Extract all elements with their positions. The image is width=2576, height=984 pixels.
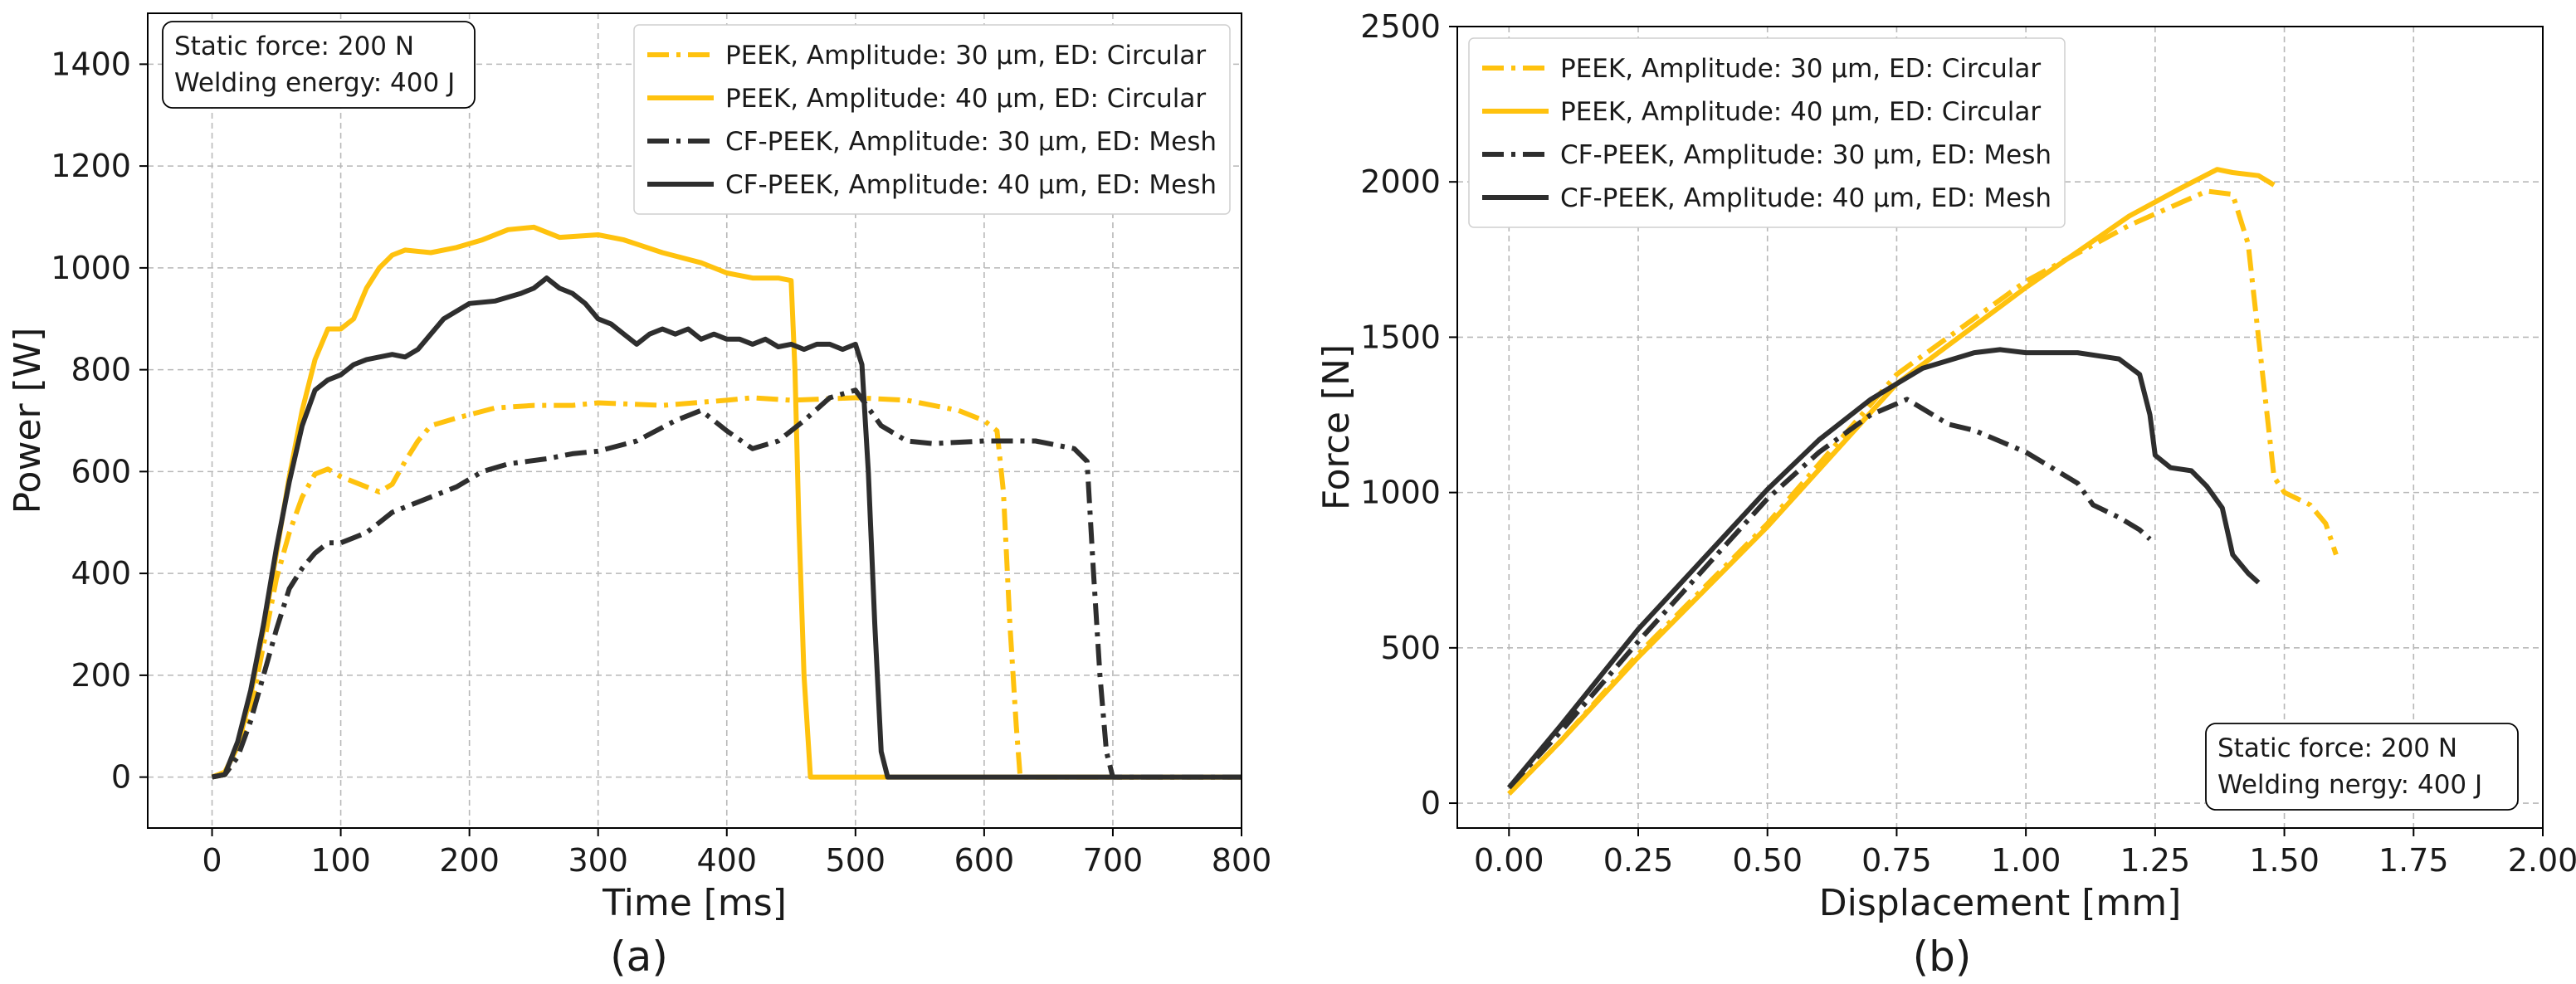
y-tick-label: 400	[71, 555, 131, 592]
chart-caption: (b)	[1913, 933, 1972, 981]
y-tick-label: 500	[1380, 630, 1441, 666]
x-tick-label: 1.00	[1991, 842, 2061, 879]
x-tick-label: 0.00	[1474, 842, 1544, 879]
y-axis-label: Power [W]	[7, 328, 49, 514]
x-tick-label: 1.50	[2249, 842, 2320, 879]
series-line-3	[1507, 397, 2152, 790]
chart-b-force-vs-displacement: 0.00 0.25 0.50 0.75 1.00 1.25 1.50 1.75 2.00 0 500…	[1315, 8, 2576, 981]
legend-box	[633, 24, 1231, 215]
annotation-box	[162, 21, 476, 109]
x-tick-label: 0.75	[1861, 842, 1932, 879]
x-tick-label: 100	[310, 842, 371, 879]
legend: PEEK, Amplitude: 30 μm, ED: Circular PEEK…	[1468, 37, 2066, 228]
y-tick-label: 200	[71, 657, 131, 694]
plot-frame	[1456, 26, 2544, 829]
x-tick-label: 1.25	[2120, 842, 2191, 879]
y-tick-label: 800	[71, 352, 131, 388]
series-line-3	[211, 387, 1242, 780]
plot-frame	[147, 12, 1242, 829]
annotation: Static force: 200 N Welding nergy: 400 J	[2205, 723, 2519, 811]
y-tick-label: 2500	[1360, 8, 1441, 45]
x-axis-label: Time [ms]	[602, 882, 787, 924]
annotation: Static force: 200 N Welding energy: 400 J	[162, 21, 476, 109]
legend-entry-4: CF-PEEK, Amplitude: 40 μm, ED: Mesh	[725, 170, 1217, 200]
y-tick-label: 0	[1421, 785, 1441, 821]
x-tick-label: 200	[439, 842, 500, 879]
chart-a-power-vs-time: 0 100 200 300 400 500 600 700 800 0 200 400 600 800 10…	[7, 12, 1272, 981]
legend-entry-3: CF-PEEK, Amplitude: 30 μm, ED: Mesh	[1560, 140, 2052, 170]
y-tick-label: 1500	[1360, 319, 1441, 355]
legend-entry-4: CF-PEEK, Amplitude: 40 μm, ED: Mesh	[1560, 183, 2052, 213]
x-tick-label: 800	[1212, 842, 1272, 879]
annotation-line-2: Welding energy: 400 J	[174, 68, 455, 98]
series-line-2	[1507, 167, 2276, 796]
annotation-line-2: Welding nergy: 400 J	[2217, 770, 2482, 800]
x-tick-label: 1.75	[2378, 842, 2449, 879]
series-line-4	[1506, 347, 2261, 790]
y-tick-label: 1400	[51, 46, 131, 82]
annotation-box	[2205, 723, 2519, 811]
x-tick-label: 0.50	[1732, 842, 1803, 879]
x-tick-label: 600	[954, 842, 1015, 879]
y-axis-label: Force [N]	[1315, 344, 1358, 510]
legend-entry-3: CF-PEEK, Amplitude: 30 μm, ED: Mesh	[725, 127, 1217, 157]
annotation-line-1: Static force: 200 N	[174, 32, 414, 61]
series-line-1	[211, 395, 1242, 780]
x-tick-label: 400	[696, 842, 757, 879]
legend-box	[1468, 37, 2066, 228]
annotation-line-1: Static force: 200 N	[2217, 733, 2457, 763]
x-tick-label: 0	[202, 842, 222, 879]
y-tick-label: 2000	[1360, 163, 1441, 200]
y-tick-label: 1000	[51, 250, 131, 286]
x-tick-label: 500	[826, 842, 886, 879]
y-tick-label: 0	[111, 759, 131, 796]
legend-entry-2: PEEK, Amplitude: 40 μm, ED: Circular	[1560, 97, 2041, 127]
series-line-4	[211, 275, 1242, 780]
x-tick-label: 0.25	[1603, 842, 1674, 879]
chart-caption: (a)	[610, 933, 668, 981]
x-tick-label: 300	[568, 842, 628, 879]
y-tick-label: 1000	[1360, 475, 1441, 511]
legend: PEEK, Amplitude: 30 μm, ED: Circular PEEK…	[633, 24, 1231, 215]
x-tick-label: 2.00	[2508, 842, 2576, 879]
legend-entry-1: PEEK, Amplitude: 30 μm, ED: Circular	[1560, 54, 2041, 84]
series-line-1	[1507, 188, 2339, 796]
y-tick-label: 1200	[51, 148, 131, 184]
x-axis-label: Displacement [mm]	[1819, 882, 2182, 924]
legend-entry-1: PEEK, Amplitude: 30 μm, ED: Circular	[725, 41, 1206, 71]
legend-entry-2: PEEK, Amplitude: 40 μm, ED: Circular	[725, 84, 1206, 114]
y-tick-label: 600	[71, 453, 131, 490]
x-tick-label: 700	[1083, 842, 1144, 879]
